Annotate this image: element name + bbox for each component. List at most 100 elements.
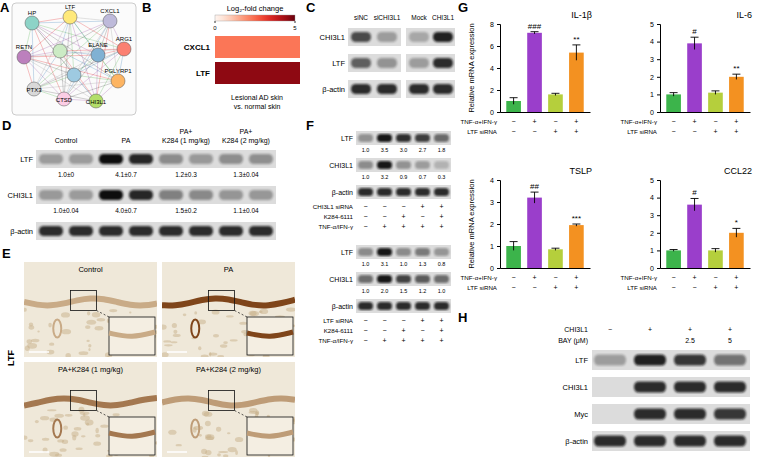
tissue-texture <box>87 311 90 315</box>
tick: 2 <box>490 221 500 228</box>
condition-sign: − <box>608 326 612 333</box>
row-label: β-actin <box>332 189 353 197</box>
tissue-texture <box>88 344 91 348</box>
blot-strip <box>348 28 401 46</box>
tissue-texture <box>249 411 259 414</box>
bar <box>708 250 723 268</box>
band <box>99 190 123 200</box>
band <box>99 226 123 236</box>
tick-mark <box>497 224 500 225</box>
zoom-box <box>71 391 97 411</box>
blot-strip <box>592 350 750 370</box>
tissue-texture <box>216 427 221 432</box>
tissue-texture <box>93 441 101 445</box>
ihc-images: LTFControlPAPA+K284 (1 mg/kg)PA+K284 (2 … <box>6 262 297 458</box>
quantification: 3.0 <box>400 147 408 153</box>
condition-sign: + <box>553 128 557 135</box>
inset-epidermis <box>247 432 293 436</box>
blot-strip <box>36 222 276 240</box>
quantification: 1.0 <box>438 288 446 294</box>
colorbar-tick <box>215 21 216 23</box>
figure: AHPLTFCXCL1ARG1ELANEPGLYRP1CHI3L1CTSDPTX… <box>0 0 772 461</box>
tissue-texture <box>239 322 247 325</box>
tissue-texture <box>162 352 169 357</box>
zoom-box <box>209 291 235 311</box>
band <box>396 275 411 283</box>
error-cap <box>551 248 559 249</box>
error-cap <box>572 44 580 45</box>
band <box>409 32 429 42</box>
band <box>634 381 666 392</box>
condition-sign: + <box>692 274 696 281</box>
bar <box>527 198 542 268</box>
tissue-texture <box>205 421 211 426</box>
error-cap <box>510 97 518 98</box>
tissue-texture <box>217 453 221 456</box>
quantification: 0.7 <box>419 174 427 180</box>
condition-sign: + <box>734 274 738 281</box>
condition-label: K284-6111 <box>324 327 354 334</box>
band <box>377 275 392 283</box>
follicle <box>191 320 199 338</box>
condition-sign: − <box>553 274 557 281</box>
tick-label: 2 <box>490 221 494 228</box>
image-label: PA+K284 (1 mg/kg) <box>58 365 124 374</box>
quantification: 1.5 <box>400 288 408 294</box>
blot-strip <box>406 28 455 46</box>
tick-label: 2 <box>650 230 654 237</box>
tissue-texture <box>65 414 73 417</box>
condition-sign: + <box>382 337 386 344</box>
tick: 5 <box>650 177 660 184</box>
scale-bar <box>29 451 49 453</box>
tick-mark <box>497 90 500 91</box>
quantification: 1.3±0.04 <box>233 171 259 178</box>
colorbar-tick-label: 0 <box>213 25 217 31</box>
colorbar-title: Log₂-fold change <box>227 4 284 13</box>
condition-sign: + <box>439 317 443 324</box>
row-label: β-actin <box>10 227 33 236</box>
tissue-texture <box>230 339 238 341</box>
tissue-texture <box>72 435 76 440</box>
band <box>434 248 449 256</box>
condition-sign: − <box>363 213 367 220</box>
bar <box>569 53 584 112</box>
tissue-texture <box>40 416 49 420</box>
zoom-box <box>71 291 97 311</box>
tick-label: 1 <box>650 91 654 98</box>
tissue-texture <box>109 309 117 312</box>
band <box>219 154 243 164</box>
tissue-texture <box>129 311 131 313</box>
tissue-texture <box>80 411 90 415</box>
image <box>162 362 295 457</box>
condition-label: TNF-α/IFN-γ <box>318 223 353 230</box>
inset-epidermis <box>109 332 155 336</box>
band <box>189 190 213 200</box>
tissue-texture <box>205 434 211 438</box>
error-cap <box>732 74 740 75</box>
image-label: PA <box>224 265 233 274</box>
condition-sign: − <box>672 128 676 135</box>
bar <box>708 93 723 112</box>
condition-sign: + <box>574 284 578 291</box>
band <box>434 188 449 196</box>
group-label: PA+ <box>180 128 193 135</box>
band <box>434 302 449 310</box>
quantification: 2.7 <box>419 147 427 153</box>
node-label: HP <box>28 10 36 16</box>
tick-mark <box>657 180 660 181</box>
tick-mark <box>657 198 660 199</box>
error-cap <box>732 228 740 229</box>
quantification: 1.1±0.04 <box>233 207 259 214</box>
band <box>377 302 392 310</box>
tissue-texture <box>202 456 209 457</box>
band <box>415 134 430 142</box>
condition-sign: − <box>363 203 367 210</box>
colorbar <box>215 15 295 21</box>
bar <box>729 233 744 268</box>
quantification: 3.1 <box>381 261 389 267</box>
condition-label: LTF siRNA <box>467 128 498 135</box>
blot-strip <box>356 272 451 286</box>
band <box>415 248 430 256</box>
quantification: 2.0 <box>381 288 389 294</box>
band <box>714 408 746 419</box>
